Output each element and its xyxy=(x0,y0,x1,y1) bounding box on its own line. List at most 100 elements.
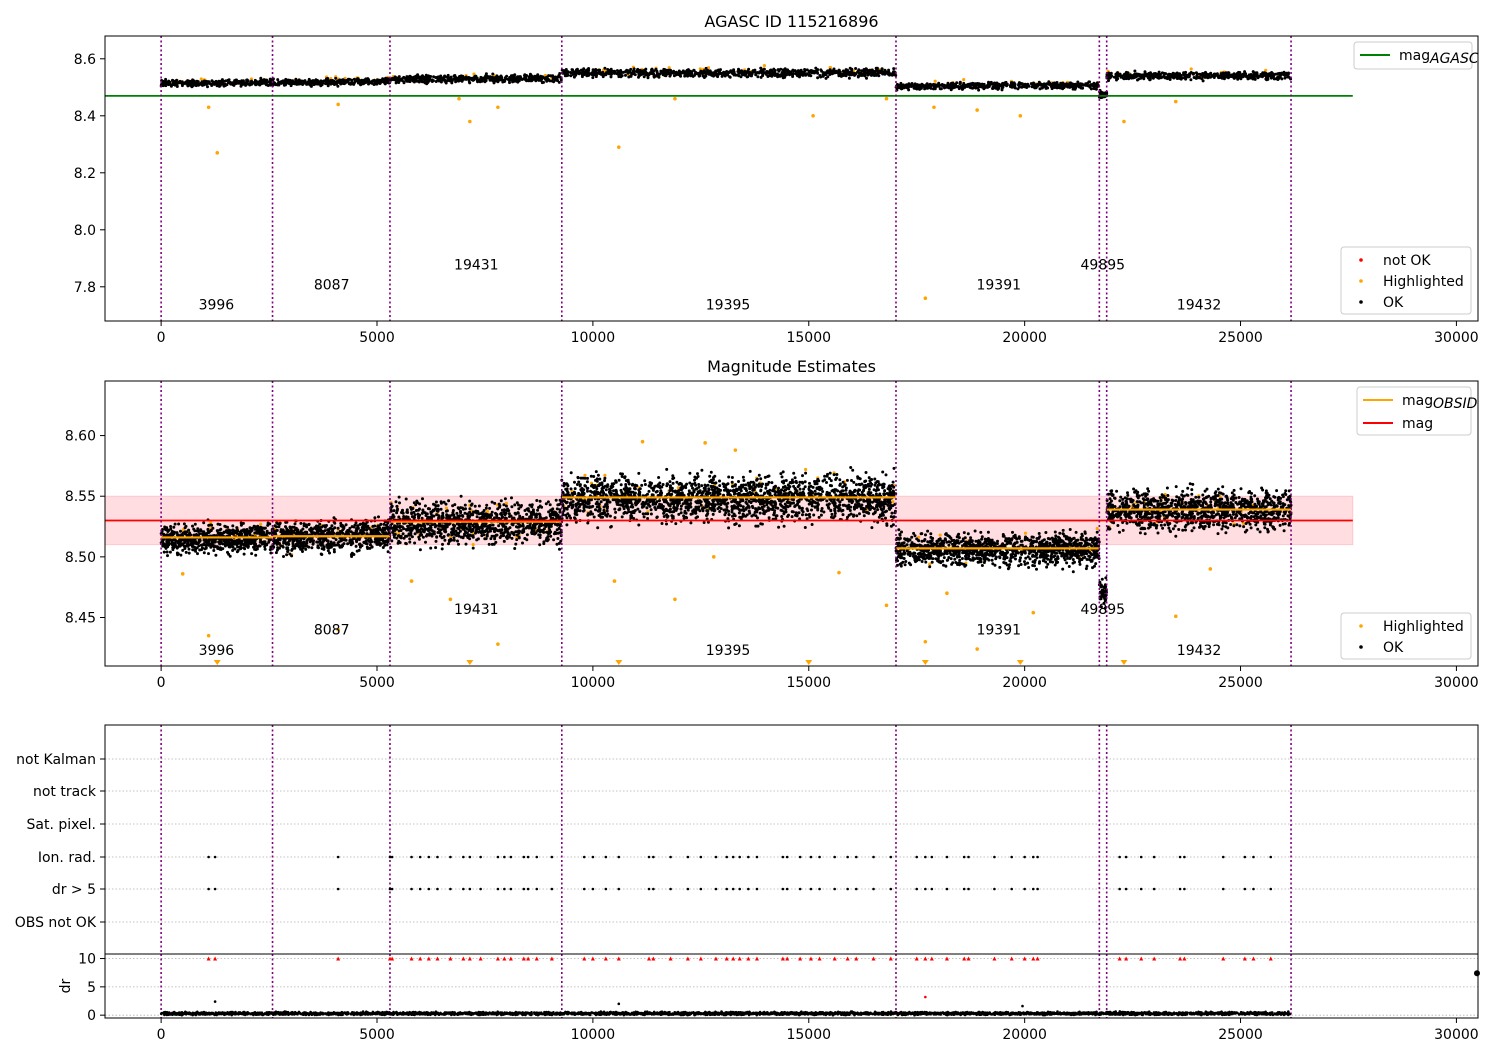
clipped-dr-marker xyxy=(944,956,949,961)
ion-rad-flag-point xyxy=(809,855,813,859)
dr-flag-point xyxy=(872,887,875,891)
obsid-label: 19391 xyxy=(976,622,1021,638)
below-range-marker xyxy=(466,660,474,665)
x-tick-label: 20000 xyxy=(1002,330,1047,346)
highlighted-point xyxy=(215,151,220,155)
clipped-dr-marker xyxy=(467,956,472,961)
clipped-dr-marker xyxy=(808,956,813,961)
highlighted-point xyxy=(612,579,617,583)
highlighted-point xyxy=(1208,567,1213,571)
highlighted-point xyxy=(667,66,671,70)
highlighted-point xyxy=(471,543,475,547)
x-tick-label: 15000 xyxy=(786,1027,831,1043)
clipped-dr-marker xyxy=(418,956,423,961)
ion-rad-flag-point xyxy=(207,855,210,859)
y-tick-label: 7.8 xyxy=(74,280,96,296)
highlighted-point xyxy=(616,145,621,149)
ion-rad-flag-point xyxy=(1269,855,1273,859)
highlighted-point xyxy=(962,78,966,82)
ion-rad-flag-point xyxy=(731,855,735,859)
ion-rad-flag-point xyxy=(686,855,690,859)
clipped-dr-marker xyxy=(1152,956,1157,961)
clipped-dr-marker xyxy=(754,956,759,961)
x-tick-label: 25000 xyxy=(1218,1027,1263,1043)
ion-rad-flag-point xyxy=(714,855,718,859)
ion-rad-flag-point xyxy=(738,855,741,859)
highlighted-point xyxy=(336,627,340,632)
y-tick-label: 8.60 xyxy=(65,429,96,445)
dr-flag-point xyxy=(652,887,655,891)
dr-flag-point xyxy=(1178,887,1182,891)
plot-frame xyxy=(104,380,1479,667)
dr-flag-point xyxy=(591,887,595,891)
y-tick-label: 8.6 xyxy=(74,52,96,68)
below-range-marker xyxy=(921,660,929,665)
y-tick-label: 5 xyxy=(87,980,96,996)
ion-rad-flag-point xyxy=(388,855,392,859)
x-tick-label: 30000 xyxy=(1434,675,1479,691)
legend-bottom-right: Highlighted OK xyxy=(1340,612,1472,660)
dr-points xyxy=(159,1010,1292,1017)
highlighted-point xyxy=(1242,521,1246,526)
x-tick-label: 20000 xyxy=(1002,1027,1047,1043)
ion-rad-flag-point xyxy=(468,855,472,859)
highlighted-point xyxy=(646,510,650,514)
clipped-dr-marker xyxy=(871,956,876,961)
panel-content xyxy=(159,995,1292,1017)
ion-rad-flag-point xyxy=(410,855,413,859)
x-tick-label: 10000 xyxy=(571,330,616,346)
obsid-label: 19391 xyxy=(976,278,1021,294)
flag-category-label: OBS not OK xyxy=(15,915,97,931)
flag-category-label: dr > 5 xyxy=(52,882,96,898)
ion-rad-flag-point xyxy=(798,855,802,859)
highlighted-point xyxy=(468,119,472,124)
dr-outlier-point xyxy=(924,995,927,999)
y-tick-label: 0 xyxy=(87,1008,96,1024)
flag-points xyxy=(207,855,1273,891)
dr-flag-point xyxy=(479,887,482,891)
highlighted-point xyxy=(1095,526,1099,531)
x-tick-label: 5000 xyxy=(359,675,395,691)
outlier-points xyxy=(180,439,1213,651)
clipped-dr-marker xyxy=(1182,956,1187,961)
outlier-points xyxy=(206,96,1178,301)
ion-rad-flag-point xyxy=(872,855,875,859)
x-tick-label: 15000 xyxy=(786,330,831,346)
dr-flag-point xyxy=(669,887,672,891)
ion-rad-flag-point xyxy=(1010,855,1013,859)
dr-flag-point xyxy=(468,887,472,891)
panel-content xyxy=(105,64,1353,301)
dr-flag-point xyxy=(1252,887,1255,891)
highlighted-point xyxy=(804,467,808,472)
ion-rad-flag-point xyxy=(699,855,703,859)
ion-rad-flag-point xyxy=(652,855,655,859)
highlighted-point xyxy=(496,105,500,110)
dr-flag-point xyxy=(207,887,210,891)
legend-frame xyxy=(1353,41,1473,70)
flag-category-label: Sat. pixel. xyxy=(27,817,96,833)
ion-rad-flag-point xyxy=(945,855,949,859)
clipped-dr-marker xyxy=(798,956,803,961)
clipped-dr-marker xyxy=(854,956,859,961)
highlighted-point xyxy=(1031,610,1036,615)
dr-flag-point xyxy=(1139,887,1143,891)
x-tick-label: 10000 xyxy=(571,675,616,691)
clipped-dr-marker xyxy=(1031,956,1036,961)
clipped-dr-marker xyxy=(992,956,997,961)
clipped-dr-marker xyxy=(409,956,414,961)
highlighted-point xyxy=(1264,68,1268,72)
legend-dot-swatch xyxy=(1359,279,1363,283)
legend-label: mag xyxy=(1402,393,1433,409)
ion-rad-flag-point xyxy=(436,855,439,859)
clipped-dr-marker xyxy=(647,956,652,961)
clipped-dr-marker xyxy=(461,956,466,961)
ion-rad-flag-point xyxy=(479,855,482,859)
legend-frame xyxy=(1340,246,1472,315)
dr-flag-point xyxy=(582,887,586,891)
obsid-label: 19431 xyxy=(454,602,499,618)
ion-rad-flag-point xyxy=(1139,855,1143,859)
ion-rad-flag-point xyxy=(427,855,431,859)
clipped-dr-marker xyxy=(1268,956,1273,961)
obsid-label: 19395 xyxy=(706,298,751,314)
